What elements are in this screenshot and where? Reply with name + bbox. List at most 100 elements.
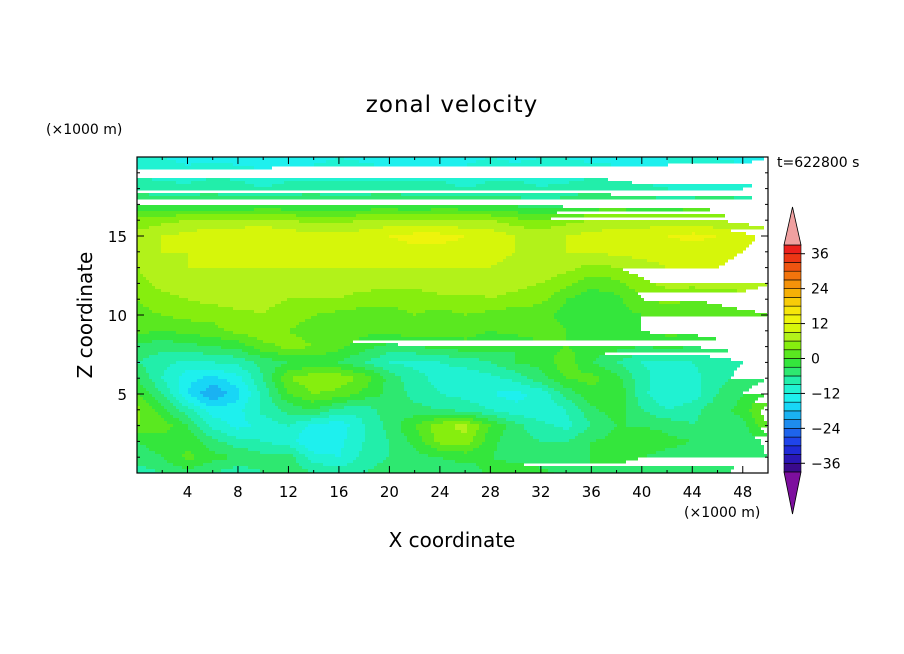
contour-cell [341,451,359,455]
contour-cell [278,391,287,395]
contour-cell [404,385,434,389]
contour-cell [155,397,167,401]
contour-cell [167,409,179,413]
contour-cell [245,181,284,185]
contour-cell [470,400,515,404]
contour-cell [677,334,698,338]
contour-cell [326,160,359,164]
contour-cell [362,448,389,452]
contour-cell [563,373,593,377]
contour-cell [248,448,296,452]
contour-cell [497,364,530,368]
contour-cell [665,334,677,338]
contour-cell [566,286,629,290]
contour-cell [305,454,335,458]
contour-cell [140,421,167,425]
contour-cell [491,265,581,269]
contour-cell [482,421,497,425]
contour-cell [749,427,761,431]
contour-cell [497,220,584,224]
colorbar-band [783,332,802,342]
contour-cell [464,451,467,455]
contour-cell [590,448,665,452]
colorbar-max-extension [783,206,802,246]
contour-cell [137,181,176,185]
contour-cell [200,391,227,395]
colorbar-band [783,436,802,447]
contour-cell [137,223,161,227]
contour-cell [461,397,506,401]
contour-cell [575,361,593,365]
contour-cell [557,274,638,278]
contour-cell [695,232,746,236]
contour-cell [233,466,248,470]
contour-cell [692,400,713,404]
contour-cell [611,430,662,434]
y-axis-label: Z coordinate [73,252,97,379]
contour-cell [584,277,611,281]
contour-cell [275,403,293,407]
contour-cell [515,250,566,254]
contour-cell [404,388,437,392]
colorbar-tick-label: −24 [811,421,841,437]
contour-cell [620,280,650,284]
contour-cell [554,313,641,317]
contour-cell [137,406,140,410]
contour-cell [293,379,353,383]
contour-cell [305,346,344,350]
contour-cell [149,373,164,377]
contour-cell [161,241,407,245]
contour-cell [188,391,200,395]
contour-cell [485,439,500,443]
contour-cell [254,361,287,365]
contour-cell [515,244,566,248]
contour-cell [203,352,248,356]
contour-cell [206,421,227,425]
contour-cell [137,439,200,443]
contour-cell [227,454,293,458]
contour-cell [410,397,461,401]
contour-cell [137,301,140,305]
contour-cell [308,457,356,461]
contour-cell [566,298,623,302]
colorbar-band [783,375,802,385]
contour-cell [314,451,341,455]
contour-cell [341,385,368,389]
contour-cell [698,367,737,371]
contour-cell [665,286,689,290]
contour-cell [245,412,260,416]
contour-cell [674,406,704,410]
contour-cell [287,424,290,428]
contour-cell [419,451,464,455]
contour-cell [650,388,701,392]
contour-cell [161,454,182,458]
contour-cell [191,163,233,167]
contour-cell [269,391,278,395]
contour-cell [407,391,440,395]
contour-cell [560,322,641,326]
contour-cell [626,403,638,407]
contour-cell [701,391,719,395]
contour-cell [185,397,197,401]
contour-cell [557,352,575,356]
contour-cell [149,280,545,284]
contour-cell [194,466,233,470]
contour-cell [377,463,476,467]
contour-cell [260,355,350,359]
contour-cell [566,376,599,380]
contour-cell [137,442,140,446]
contour-cell [212,460,296,464]
contour-cell [437,292,506,296]
contour-cell [485,181,524,185]
contour-cell [665,265,719,269]
contour-cell [491,424,506,428]
contour-cell [347,400,413,404]
contour-cell [218,376,242,380]
contour-cell [479,445,497,449]
contour-cell [650,412,701,416]
contour-cell [413,367,467,371]
contour-cell [626,400,638,404]
contour-cell [524,415,569,419]
contour-cell [359,337,464,341]
contour-cell [701,388,719,392]
